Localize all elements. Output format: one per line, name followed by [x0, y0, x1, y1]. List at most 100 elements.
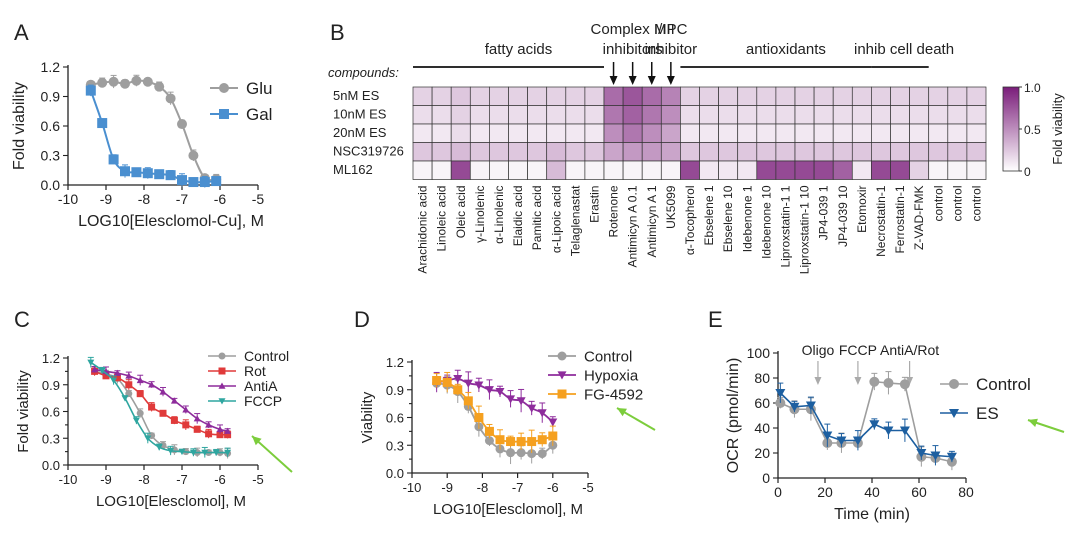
panel-B-heatmap-cell: [641, 86, 662, 106]
panel-C-data-point: [193, 425, 201, 433]
panel-C-data-point: [159, 409, 167, 417]
panel-B-heatmap-cell: [794, 160, 815, 180]
panel-B-heatmap-cell: [680, 86, 700, 106]
panel-B-heatmap-cell: [584, 123, 605, 143]
panel-E-series-line: [780, 380, 953, 463]
panel-D-data-point: [537, 435, 547, 445]
panel-B-heatmap-cell: [966, 123, 987, 143]
panel-B-heatmap-cell: [737, 160, 758, 180]
panel-B-heatmap-cell: [508, 142, 528, 162]
panel-C-y-tick-label: 0.3: [42, 431, 60, 446]
panel-D-y-tick-label: 0.9: [386, 383, 404, 398]
panel-C-legend-label: AntiA: [244, 378, 278, 394]
panel-B-colorbar-label: Fold viability: [1050, 93, 1065, 165]
panel-B-heatmap-cell: [928, 105, 949, 125]
panel-D-y-tick-label: 0.6: [386, 411, 404, 426]
panel-A-data-point: [188, 177, 199, 188]
panel-E-x-tick-label: 80: [958, 484, 974, 500]
panel-B-annotation-label: inhibitors: [603, 41, 663, 58]
panel-B-heatmap-cell: [660, 142, 681, 162]
panel-C-data-point: [216, 431, 224, 439]
panel-D-data-point: [548, 431, 558, 441]
panel-B-column-label: Elaidic acid: [511, 186, 525, 247]
panel-B-heatmap-cell: [641, 142, 662, 162]
panel-A-data-point: [97, 77, 108, 88]
panel-B-heatmap-cell: [756, 86, 777, 106]
panel-A-legend-marker: [219, 83, 229, 93]
panel-E-data-point: [899, 379, 910, 390]
panel-B-heatmap-cell: [718, 105, 739, 125]
panel-B-heatmap-cell: [431, 160, 452, 180]
panel-B-column-label: Ferrostatin-1: [893, 185, 907, 253]
panel-D-x-tick-label: -10: [403, 480, 422, 495]
panel-B-group-label: inhib cell death: [854, 41, 954, 58]
panel-E-x-axis-label: Time (min): [834, 506, 910, 523]
panel-B-annotation-arrowhead: [666, 76, 675, 85]
panel-A-data-point: [165, 170, 176, 181]
panel-B-column-label: α-Lipoic acid: [549, 186, 563, 254]
panel-A-data-point: [177, 119, 187, 130]
panel-D-data-point: [527, 449, 537, 459]
panel-B-heatmap-cell: [813, 123, 834, 143]
panel-C-data-point: [224, 427, 232, 434]
panel-E-series-Control: [775, 371, 957, 471]
panel-B-column-label: Liproxstatin-1 10: [798, 185, 812, 274]
panel-B-heatmap-cell: [775, 86, 796, 106]
panel-B-column-label: Linoleic acid: [435, 186, 449, 252]
panel-B-heatmap-cell: [508, 105, 528, 125]
panel-E-injection-arrowhead: [906, 377, 914, 385]
panel-D-legend-marker: [557, 351, 567, 361]
panel-D-data-point: [453, 375, 463, 384]
panel-C-data-point: [113, 374, 121, 382]
panel-B-heatmap-cell: [699, 142, 719, 162]
panel-B-heatmap-cell: [871, 86, 891, 106]
panel-D-legend-marker: [557, 389, 567, 399]
panel-C-legend-marker: [218, 382, 226, 389]
panel-C-data-point: [193, 415, 201, 422]
panel-E-data-point: [869, 420, 880, 430]
panel-B-heatmap-cell: [565, 105, 586, 125]
panel-B-heatmap-cell: [469, 160, 490, 180]
panel-C-data-point: [121, 395, 129, 402]
panel-B-heatmap-cell: [851, 123, 872, 143]
panel-D-y-tick-label: 0.3: [386, 438, 404, 453]
panel-D-x-axis-label: LOG10[Elesclomol], M: [433, 501, 583, 518]
panel-C-series-Rot: [91, 366, 232, 439]
panel-B-heatmap-cell: [603, 123, 624, 143]
panel-C-data-point: [136, 409, 144, 417]
panel-B-heatmap-cell: [813, 86, 834, 106]
panel-C-data-point: [170, 397, 178, 404]
panel-E-data-point: [899, 426, 910, 436]
panel-C-series-FCCP: [87, 356, 232, 458]
panel-C-data-point: [205, 421, 213, 428]
panel-B-row-label: 5nM ES: [333, 88, 380, 103]
panel-A-series-Glu: [85, 74, 222, 185]
panel-B-heatmap-cell: [622, 160, 643, 180]
panel-E-legend-label: ES: [976, 404, 999, 423]
panel-B-heatmap-cell: [489, 160, 509, 180]
panel-E-x-tick-label: 40: [864, 484, 880, 500]
panel-B-heatmap-cell: [680, 160, 700, 180]
panel-B-heatmap-cell: [794, 123, 815, 143]
panel-B-heatmap-cell: [603, 86, 624, 106]
panel-B-column-label: α-Tocopherol: [683, 186, 697, 256]
panel-E-data-point: [946, 452, 957, 462]
panel-B-heatmap-cell: [718, 160, 739, 180]
panel-A-series-line: [90, 79, 217, 182]
panel-C: C -10 -9 -8 -7 -6 -5 0.0 0.3 0.6 0.9 1.2 LOG10[Elesc…: [14, 307, 293, 510]
panel-B-heatmap-cell: [603, 160, 624, 180]
panel-A-legend-label: Glu: [246, 79, 272, 98]
panel-C-data-point: [159, 388, 167, 395]
panel-B-heatmap-cell: [947, 86, 968, 106]
panel-C-data-point: [182, 421, 190, 429]
panel-C-x-tick-label: -7: [176, 472, 188, 487]
panel-B-heatmap-cell: [584, 86, 605, 106]
panel-C-data-point: [170, 416, 178, 424]
panel-D-data-point: [484, 426, 494, 436]
panel-E-data-point: [789, 402, 800, 412]
panel-B-heatmap-cell: [832, 123, 853, 143]
panel-B-heatmap-cell: [450, 105, 471, 125]
panel-B-heatmap-cell: [489, 105, 509, 125]
panel-D-x-tick-label: -8: [477, 480, 489, 495]
panel-D-data-point: [484, 386, 494, 395]
